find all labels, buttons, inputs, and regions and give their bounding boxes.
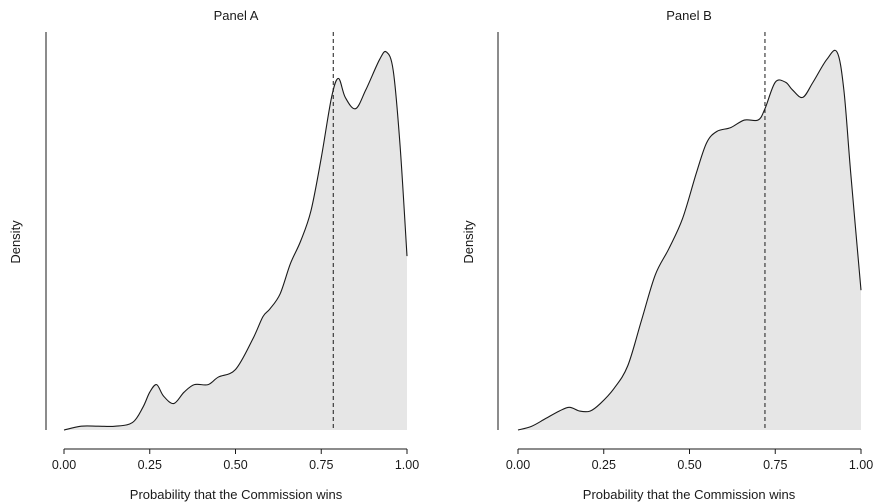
panel-a-x-tick-label: 0.75 (309, 458, 333, 472)
panel-a: Panel A Density Probability that the Com… (8, 8, 419, 502)
panel-b-density-area (518, 50, 861, 431)
panel-a-title: Panel A (214, 8, 259, 23)
panel-a-x-tick-label: 0.00 (52, 458, 76, 472)
panel-b-plot: 0.00 0.25 0.50 0.75 1.00 (497, 32, 873, 472)
panel-a-density-area (64, 51, 407, 431)
panel-b: Panel B Density Probability that the Com… (461, 8, 873, 502)
panel-b-x-tick-label: 1.00 (849, 458, 873, 472)
panel-b-x-tick-label: 0.75 (763, 458, 787, 472)
panel-b-x-axis-label: Probability that the Commission wins (583, 487, 796, 502)
panel-a-density-line (63, 50, 408, 431)
panel-b-x-tick-label: 0.50 (677, 458, 701, 472)
panel-a-x-axis-label: Probability that the Commission wins (130, 487, 343, 502)
panel-b-y-axis-label: Density (461, 220, 476, 264)
panel-a-x-tick-label: 0.25 (138, 458, 162, 472)
panel-b-x-tick-label: 0.25 (592, 458, 616, 472)
panel-a-x-tick-label: 0.50 (223, 458, 247, 472)
panel-b-x-tick-label: 0.00 (506, 458, 530, 472)
panel-b-density-line (517, 49, 862, 431)
panel-a-y-axis-label: Density (8, 220, 23, 264)
panel-a-plot: 0.00 0.25 0.50 0.75 1.00 (45, 32, 419, 472)
panel-a-x-tick-label: 1.00 (395, 458, 419, 472)
panel-b-title: Panel B (666, 8, 712, 23)
